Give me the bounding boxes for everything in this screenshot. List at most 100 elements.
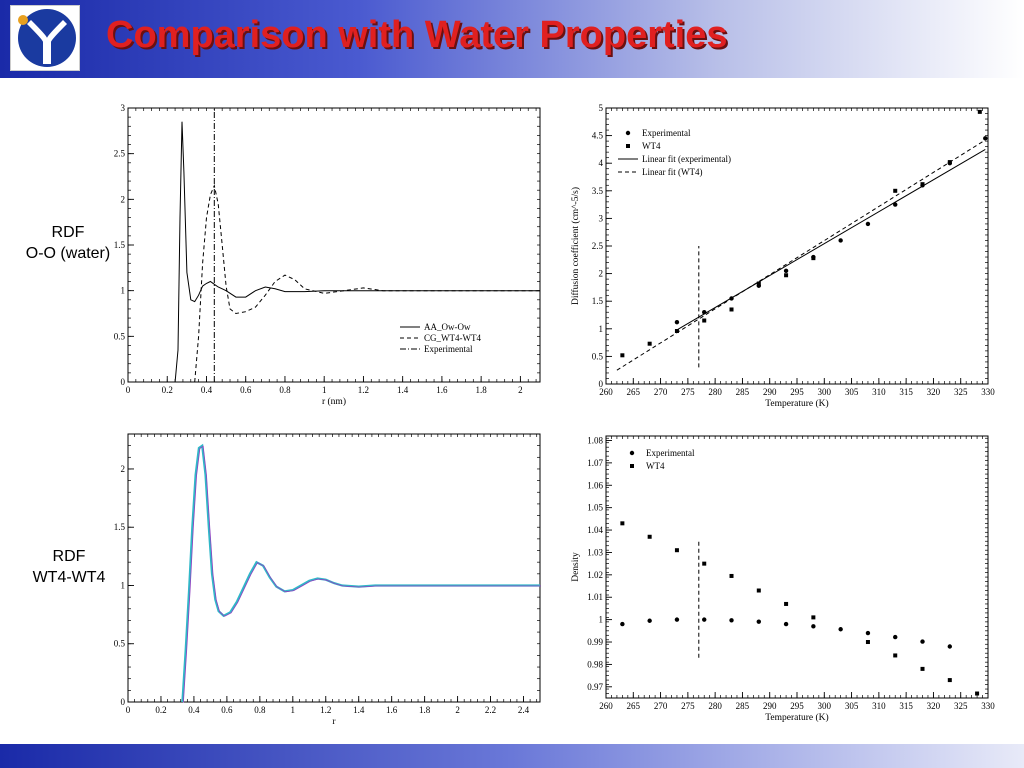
x-tick-label: 265 [627,387,641,397]
data-point [920,666,925,671]
plot-frame [605,435,989,699]
x-tick-label: 1.6 [386,705,398,715]
data-point [756,619,761,624]
x-tick-label: 2.4 [518,705,530,715]
data-point [977,109,982,114]
data-point [920,182,925,187]
series-line [616,139,986,371]
x-tick-label: 285 [736,701,750,711]
x-tick-label: 260 [599,387,613,397]
y-tick-label: 1.08 [587,435,603,445]
x-axis-label: Temperature (K) [765,712,828,723]
x-tick-label: 1.8 [476,385,488,395]
x-tick-label: 310 [872,701,886,711]
data-point [674,329,679,334]
y-tick-label: 1.5 [592,296,604,306]
data-point [983,136,988,141]
title-banner: Comparison with Water Properties [0,0,1024,78]
x-tick-label: 270 [654,387,668,397]
x-tick-label: 275 [681,701,695,711]
legend-entry: CG_WT4-WT4 [424,333,481,343]
y-tick-label: 0.98 [587,659,603,669]
legend: Experimental WT4 [629,448,695,471]
y-tick-label: 0.5 [114,639,126,649]
y-tick-label: 2.5 [114,149,126,159]
density-chart: 260 265 270 275 280 285 290 295 300 305 310 315 320 3… [571,435,995,723]
data-point [811,256,816,261]
x-tick-label: 280 [708,387,722,397]
y-tick-label: 4 [599,158,604,168]
x-tick-label: 280 [708,701,722,711]
data-point [647,618,652,623]
y-tick-label: 1 [599,615,604,625]
logo [10,5,80,71]
page-title: Comparison with Water Properties [106,14,728,56]
y-tick-label: 5 [599,103,604,113]
tick-marks [605,107,989,385]
series-line [194,183,540,383]
plot-frame [127,433,541,703]
x-tick-label: 1.4 [353,705,365,715]
data-point [838,238,843,243]
data-point [620,353,625,358]
y-tick-label: 0.99 [587,637,603,647]
x-tick-label: 285 [736,387,750,397]
x-tick-label: 0.8 [279,385,291,395]
data-point [947,678,952,683]
data-point [729,573,734,578]
series-line [183,445,541,703]
legend-entry: WT4 [646,461,665,471]
y-tick-label: 0.5 [114,331,126,341]
x-tick-label: 0 [126,385,131,395]
x-tick-label: 0.2 [155,705,166,715]
data-point [674,617,680,622]
data-point [756,588,761,593]
y-tick-label: 0 [599,379,604,389]
legend-entry: Experimental [642,128,691,138]
data-point [893,202,898,207]
x-tick-label: 0.4 [188,705,200,715]
y-tick-label: 0.5 [592,351,604,361]
x-tick-label: 330 [981,701,995,711]
y-tick-label: 1 [121,580,126,590]
x-tick-label: 295 [790,701,804,711]
x-tick-label: 315 [899,387,913,397]
rdf-wt4-label: RDF WT4-WT4 [14,546,124,588]
data-point [865,221,871,227]
rdf-oo-label-line2: O-O (water) [25,245,111,262]
footer-bar [0,744,1024,768]
x-tick-label: 330 [981,387,995,397]
x-tick-label: 300 [818,701,832,711]
data-point [674,319,680,325]
x-tick-label: 0.6 [240,385,252,395]
x-tick-label: 1 [291,705,296,715]
data-point [729,618,734,623]
x-tick-label: 1.6 [436,385,448,395]
y-tick-label: 0 [121,377,126,387]
plot-frame [605,107,989,385]
x-tick-label: 295 [790,387,804,397]
y-tick-label: 1.04 [587,525,603,535]
data-point [783,268,789,274]
x-tick-label: 0 [126,705,131,715]
y-tick-label: 4.5 [592,131,604,141]
tick-marks [605,436,989,699]
data-point [947,644,952,649]
data-point [975,691,980,696]
x-tick-label: 260 [599,701,613,711]
data-point [865,640,870,645]
x-tick-label: 315 [899,701,913,711]
x-tick-label: 270 [654,701,668,711]
data-point [620,621,625,627]
y-tick-label: 1.07 [587,458,603,468]
y-tick-label: 2 [121,464,126,474]
x-tick-label: 0.2 [162,385,173,395]
x-tick-label: 2 [518,385,523,395]
x-tick-label: 265 [627,701,641,711]
y-tick-label: 1 [599,324,604,334]
series-line [174,121,540,383]
data-point [893,634,898,640]
series-line [676,148,986,331]
x-tick-label: 290 [763,701,777,711]
